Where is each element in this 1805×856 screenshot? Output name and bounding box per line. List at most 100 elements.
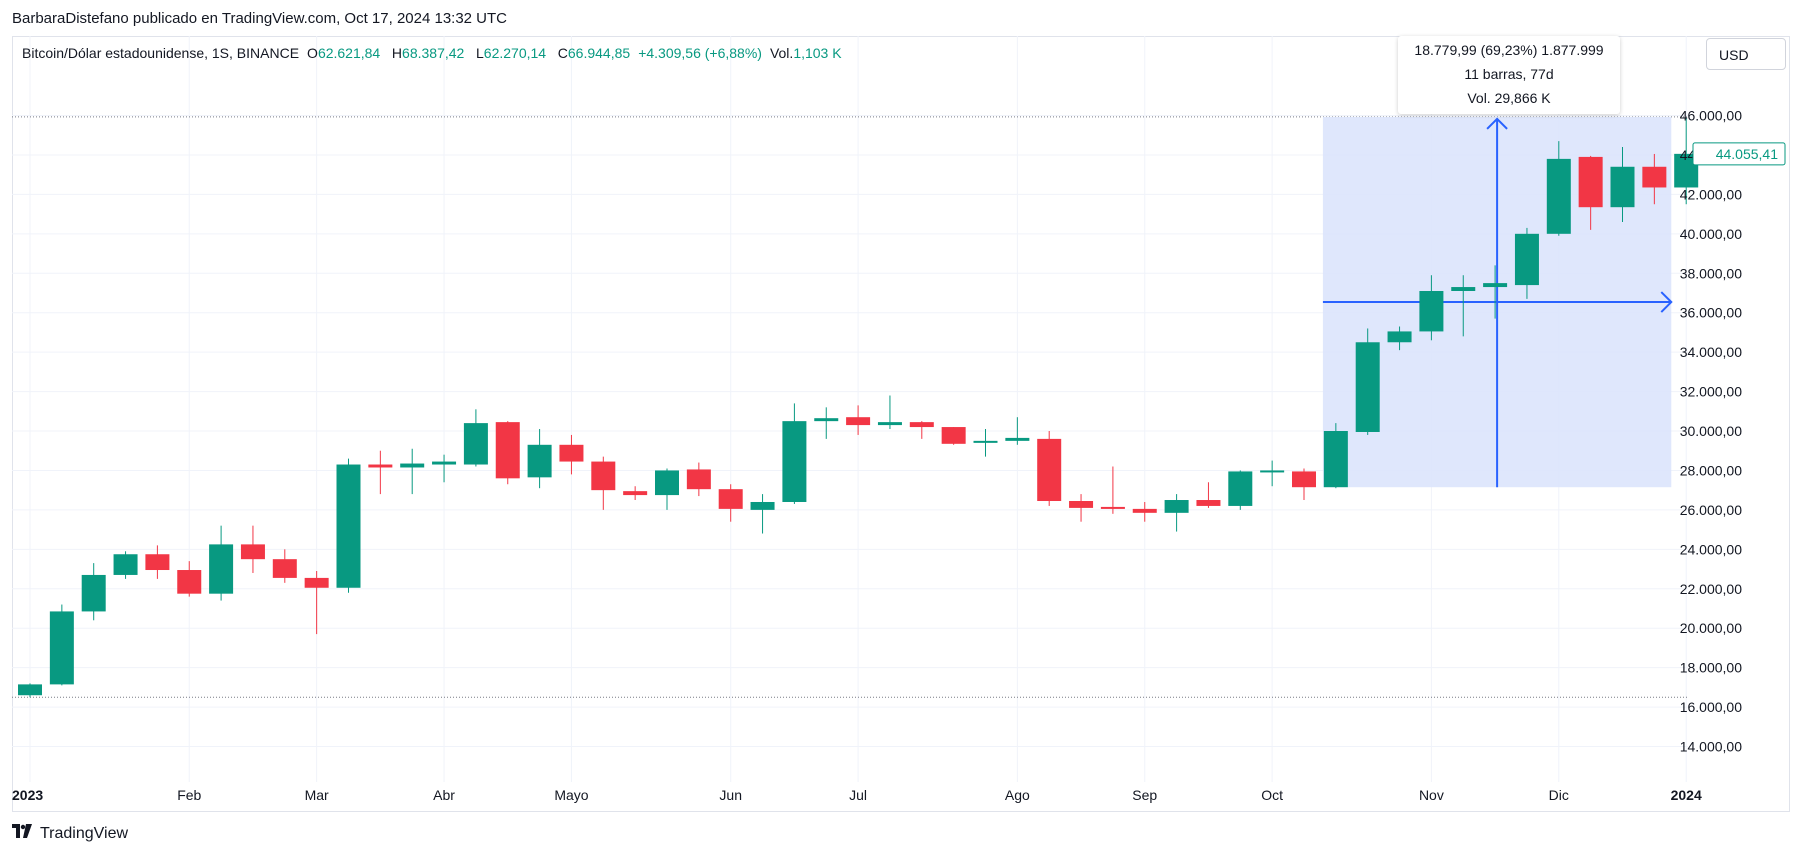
y-tick-label: 20.000,00: [1680, 620, 1742, 636]
y-tick-label: 16.000,00: [1680, 699, 1742, 715]
last-price-label: 44.055,41: [1716, 146, 1778, 162]
candle-body: [941, 427, 966, 444]
candle: [463, 409, 488, 467]
candle: [559, 434, 584, 475]
candle: [432, 454, 457, 483]
candle: [1260, 460, 1285, 487]
candle-body: [1419, 290, 1444, 332]
chart-frame[interactable]: [12, 36, 1790, 812]
candle: [1419, 275, 1444, 341]
candle: [782, 403, 807, 504]
tradingview-footer[interactable]: TradingView: [12, 824, 128, 843]
candle-body: [909, 422, 934, 428]
x-tick-label: 2024: [1671, 787, 1702, 803]
candle: [1100, 466, 1125, 514]
candle-body: [1196, 500, 1221, 506]
x-tick-label: Feb: [177, 787, 201, 803]
candle: [1578, 155, 1603, 230]
candle: [686, 462, 711, 497]
candle: [177, 561, 202, 597]
candle-body: [368, 464, 393, 468]
candle-body: [113, 554, 138, 575]
candle: [909, 421, 934, 439]
candle-body: [1005, 437, 1030, 441]
candle: [1228, 470, 1253, 510]
dotted-lines: [12, 116, 1688, 698]
candle-body: [1642, 166, 1667, 188]
candle: [209, 525, 234, 601]
candle-body: [1323, 431, 1348, 488]
symbol-name[interactable]: Bitcoin/Dólar estadounidense, 1S, BINANC…: [22, 45, 300, 61]
candle-body: [240, 544, 265, 560]
candle-body: [877, 422, 902, 426]
candle-body: [81, 574, 106, 612]
candle: [1451, 275, 1476, 337]
candle-body: [527, 444, 552, 478]
candle-body: [49, 611, 74, 685]
candle-body: [1483, 283, 1508, 288]
candle: [368, 450, 393, 495]
candle: [49, 604, 74, 686]
candle: [1514, 227, 1539, 299]
candle: [240, 525, 265, 573]
y-tick-label: 26.000,00: [1680, 502, 1742, 518]
candle: [113, 551, 138, 579]
candle: [750, 494, 775, 534]
candle-body: [304, 577, 329, 588]
candle: [846, 405, 871, 435]
x-tick-label: Ago: [1005, 787, 1030, 803]
y-tick-label: 18.000,00: [1680, 660, 1742, 676]
candle-body: [1132, 508, 1157, 513]
x-tick-label: Nov: [1419, 787, 1444, 803]
candle-body: [495, 422, 520, 479]
symbol-legend: Bitcoin/Dólar estadounidense, 1S, BINANC…: [22, 45, 842, 61]
y-tick-label: 46.000,00: [1680, 108, 1742, 124]
measure-tooltip-line2: 11 barras, 77d: [1464, 66, 1554, 82]
candle: [1355, 328, 1380, 435]
candle-body: [1164, 500, 1189, 513]
candle-body: [623, 491, 648, 496]
candle-body: [846, 417, 871, 426]
candle-body: [1578, 156, 1603, 208]
candle-body: [559, 444, 584, 462]
y-tick-label: 24.000,00: [1680, 541, 1742, 557]
y-tick-label: 36.000,00: [1680, 305, 1742, 321]
candle: [941, 427, 966, 445]
candle-body: [145, 554, 170, 571]
y-tick-label: 38.000,00: [1680, 265, 1742, 281]
tradingview-brand: TradingView: [40, 824, 129, 842]
measure-tooltip-line1: 18.779,99 (69,23%) 1.877.999: [1414, 42, 1604, 58]
candle: [1292, 468, 1316, 501]
candle-body: [1451, 287, 1476, 291]
measure-arrowhead-up: [1486, 117, 1508, 130]
candle-body: [814, 418, 839, 422]
candle: [1387, 326, 1412, 351]
y-tick-label: 42.000,00: [1680, 186, 1742, 202]
candle: [145, 545, 170, 579]
candle: [591, 456, 616, 510]
candle-body: [272, 559, 297, 578]
candle: [1642, 153, 1667, 205]
candle-body: [1100, 506, 1125, 509]
close-value: 66.944,85: [567, 45, 631, 61]
y-tick-label: 28.000,00: [1680, 462, 1742, 478]
candle-body: [463, 423, 488, 465]
open-value: 62.621,84: [317, 45, 381, 61]
candle: [272, 549, 297, 583]
candle-body: [432, 461, 457, 465]
candle: [655, 468, 679, 510]
candle: [1483, 265, 1508, 319]
candle-body: [209, 544, 234, 594]
candle: [1069, 494, 1094, 522]
measure-arrowhead-right: [1660, 291, 1673, 313]
currency-button[interactable]: USD: [1706, 38, 1786, 70]
y-tick-label: 30.000,00: [1680, 423, 1742, 439]
candle-body: [1228, 471, 1253, 506]
y-tick-label: 22.000,00: [1680, 581, 1742, 597]
measure-tooltip: 18.779,99 (69,23%) 1.877.999 11 barras, …: [1398, 36, 1620, 114]
candle: [1546, 141, 1571, 236]
candle-body: [1610, 166, 1635, 208]
x-tick-label: 2023: [12, 787, 43, 803]
low-label: L: [476, 45, 484, 61]
